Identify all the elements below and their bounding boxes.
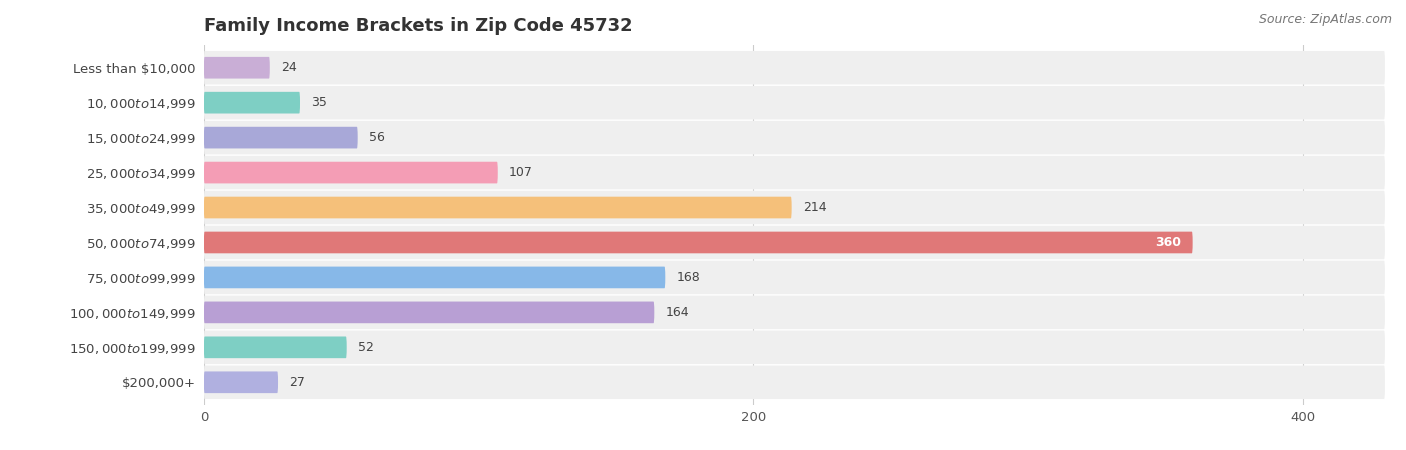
FancyBboxPatch shape [204, 371, 278, 393]
FancyBboxPatch shape [204, 261, 1385, 294]
FancyBboxPatch shape [204, 302, 654, 323]
FancyBboxPatch shape [204, 92, 299, 113]
FancyBboxPatch shape [204, 57, 270, 79]
FancyBboxPatch shape [204, 51, 1385, 85]
FancyBboxPatch shape [204, 337, 347, 358]
Text: 164: 164 [665, 306, 689, 319]
Text: 360: 360 [1156, 236, 1181, 249]
Text: 27: 27 [290, 376, 305, 389]
FancyBboxPatch shape [204, 232, 1192, 253]
FancyBboxPatch shape [204, 121, 1385, 154]
Text: Source: ZipAtlas.com: Source: ZipAtlas.com [1258, 14, 1392, 27]
FancyBboxPatch shape [204, 127, 357, 148]
Text: 168: 168 [676, 271, 700, 284]
FancyBboxPatch shape [204, 162, 498, 184]
Text: 52: 52 [357, 341, 374, 354]
FancyBboxPatch shape [204, 331, 1385, 364]
FancyBboxPatch shape [204, 156, 1385, 189]
Text: 24: 24 [281, 61, 297, 74]
Text: 56: 56 [368, 131, 385, 144]
FancyBboxPatch shape [204, 296, 1385, 329]
FancyBboxPatch shape [204, 365, 1385, 399]
Text: 107: 107 [509, 166, 533, 179]
Text: 35: 35 [311, 96, 326, 109]
Text: Family Income Brackets in Zip Code 45732: Family Income Brackets in Zip Code 45732 [204, 17, 633, 35]
FancyBboxPatch shape [204, 197, 792, 218]
FancyBboxPatch shape [204, 191, 1385, 224]
FancyBboxPatch shape [204, 266, 665, 288]
FancyBboxPatch shape [204, 226, 1385, 259]
Text: 214: 214 [803, 201, 827, 214]
FancyBboxPatch shape [204, 86, 1385, 119]
